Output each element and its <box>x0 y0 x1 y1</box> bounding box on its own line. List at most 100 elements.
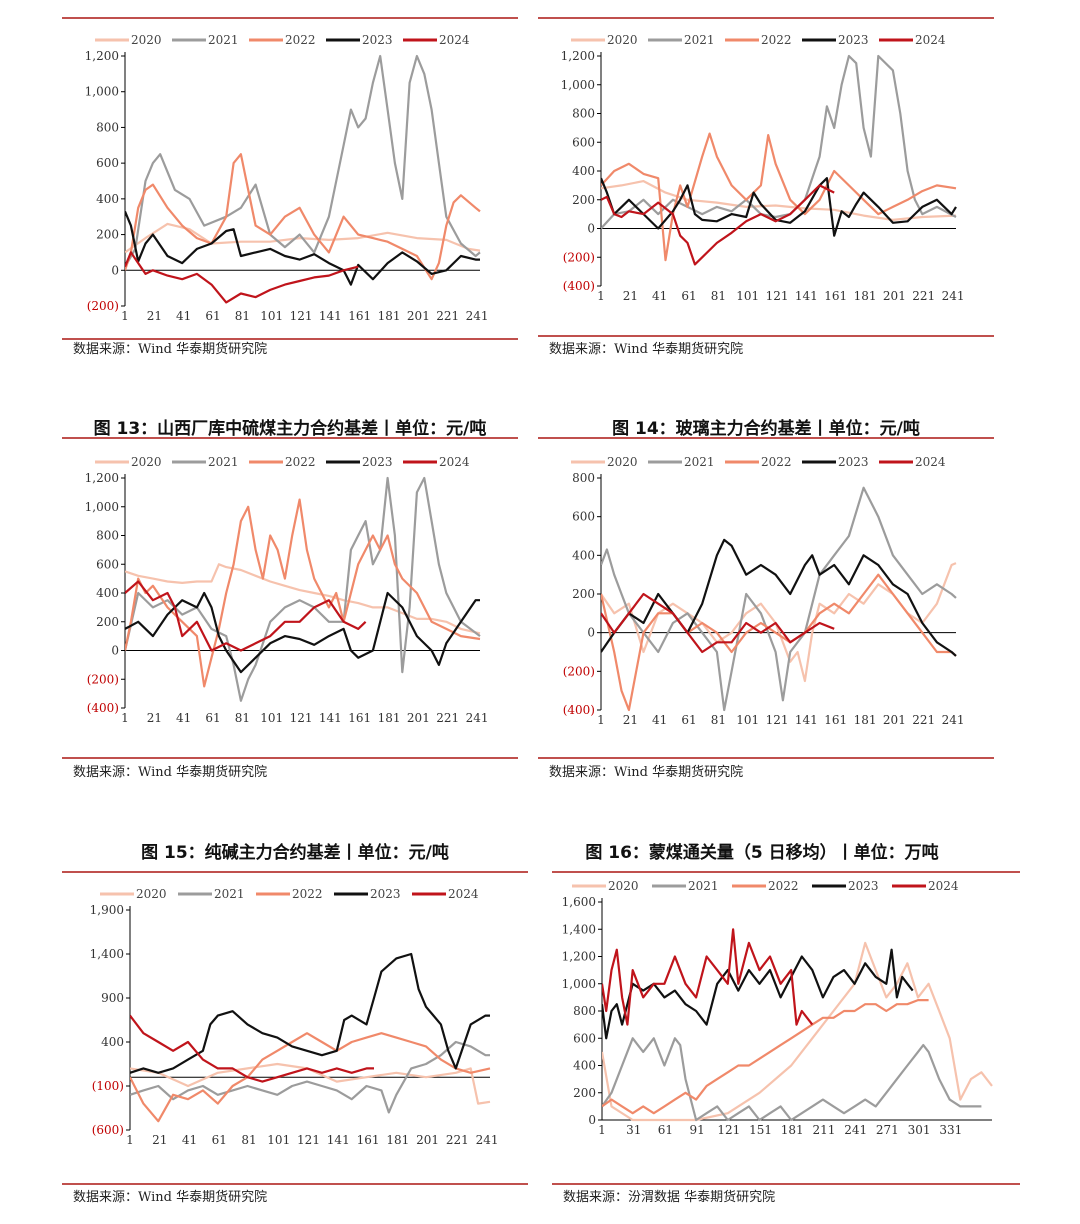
y-tick-label: (600) <box>92 1123 124 1137</box>
y-tick-label: 600 <box>572 510 595 524</box>
series-group <box>125 54 481 304</box>
chart-svg-4: 2020 2021 2022 2023 2024 800 600 400 200 0 (200) (4… <box>538 437 994 759</box>
legend-label-2024: 2024 <box>439 455 470 469</box>
x-tick-label: 241 <box>844 1123 867 1137</box>
y-tick-label: 1,000 <box>561 78 595 92</box>
legend-label-2020: 2020 <box>131 33 162 47</box>
series-line-2021 <box>601 486 957 712</box>
y-tick-label: 1,200 <box>85 49 119 63</box>
legend-label-2023: 2023 <box>370 887 401 901</box>
y-tick-label: (400) <box>87 701 119 715</box>
y-tick-label: 900 <box>101 991 124 1005</box>
y-tick-label: 0 <box>588 1113 596 1127</box>
x-tick-label: 181 <box>378 711 401 725</box>
chart-svg-1: 2020 2021 2022 2023 2024 1,200 1,000 800 600 400 2… <box>62 17 518 340</box>
y-tick-label: (400) <box>563 279 595 293</box>
y-tick-label: 1,600 <box>562 895 596 909</box>
y-tick-label: 0 <box>111 644 119 658</box>
chart-panel-2: 2020 2021 2022 2023 2024 1,200 1,000 800 600 400 2… <box>538 16 994 361</box>
x-tick-label: 141 <box>795 713 818 727</box>
y-tick-label: 1,000 <box>562 977 596 991</box>
x-tick-label: 61 <box>681 713 696 727</box>
series-line-2022 <box>130 1032 491 1123</box>
x-tick-label: 21 <box>147 309 162 323</box>
legend-label-2024: 2024 <box>439 33 470 47</box>
legend-label-2021: 2021 <box>684 455 715 469</box>
x-tick-label: 211 <box>812 1123 835 1137</box>
x-tick-label: 61 <box>205 309 220 323</box>
x-tick-label: 161 <box>824 289 847 303</box>
chart-svg-2: 2020 2021 2022 2023 2024 1,200 1,000 800 600 400 2… <box>538 17 994 337</box>
y-tick-label: 400 <box>101 1035 124 1049</box>
x-tick-label: 1 <box>121 309 129 323</box>
chart-source-6: 数据来源：汾渭数据 华泰期货研究院 <box>563 1190 776 1205</box>
legend-label-2024: 2024 <box>915 455 946 469</box>
y-tick-label: 1,900 <box>90 903 124 917</box>
legend-label-2022: 2022 <box>768 879 799 893</box>
x-tick-label: 221 <box>436 309 459 323</box>
series-line-2024 <box>602 928 814 1026</box>
x-tick-label: 31 <box>626 1123 641 1137</box>
x-tick-label: 61 <box>205 711 220 725</box>
y-tick-label: 600 <box>96 156 119 170</box>
x-tick-label: 101 <box>736 289 759 303</box>
series-line-2021 <box>125 54 481 268</box>
x-tick-label: 181 <box>854 713 877 727</box>
x-tick-label: 301 <box>908 1123 931 1137</box>
legend-label-2024: 2024 <box>928 879 959 893</box>
legend-label-2022: 2022 <box>292 887 323 901</box>
x-tick-label: 201 <box>883 713 906 727</box>
x-tick-label: 221 <box>436 711 459 725</box>
series-line-2024 <box>130 1014 374 1083</box>
legend-label-2021: 2021 <box>208 33 239 47</box>
x-tick-label: 141 <box>795 289 818 303</box>
series-group <box>130 952 491 1123</box>
x-tick-label: 161 <box>824 713 847 727</box>
x-tick-label: 241 <box>466 309 489 323</box>
legend-label-2022: 2022 <box>761 455 792 469</box>
series-line-2022 <box>125 498 481 688</box>
chart-svg-5: 2020 2021 2022 2023 2024 1,900 1,400 900 400 (100… <box>62 871 528 1185</box>
x-tick-label: 221 <box>912 289 935 303</box>
legend-label-2023: 2023 <box>362 455 393 469</box>
series-group <box>601 54 957 266</box>
x-tick-label: 41 <box>176 309 191 323</box>
legend-label-2023: 2023 <box>838 33 869 47</box>
x-tick-label: 1 <box>597 289 605 303</box>
series-line-2024 <box>601 184 835 266</box>
series-line-2023 <box>125 591 480 674</box>
legend-label-2024: 2024 <box>448 887 479 901</box>
chart-source-2: 数据来源：Wind 华泰期货研究院 <box>549 342 744 357</box>
y-tick-label: 1,400 <box>90 947 124 961</box>
x-tick-label: 141 <box>319 309 342 323</box>
y-tick-label: 800 <box>572 107 595 121</box>
y-tick-label: 600 <box>96 557 119 571</box>
y-tick-label: 600 <box>572 135 595 149</box>
x-tick-label: 61 <box>658 1123 673 1137</box>
y-tick-label: 200 <box>96 228 119 242</box>
series-line-2022 <box>602 999 929 1115</box>
legend-label-2022: 2022 <box>285 33 316 47</box>
y-tick-label: 1,200 <box>85 471 119 485</box>
series-line-2023 <box>601 177 957 237</box>
series-line-2020 <box>601 180 957 221</box>
series-line-2022 <box>601 573 957 712</box>
y-tick-label: 200 <box>96 615 119 629</box>
x-tick-label: 81 <box>235 309 250 323</box>
x-tick-label: 151 <box>749 1123 772 1137</box>
y-tick-label: 400 <box>96 192 119 206</box>
x-tick-label: 21 <box>623 713 638 727</box>
x-tick-label: 121 <box>717 1123 740 1137</box>
y-tick-label: 0 <box>111 263 119 277</box>
x-tick-label: 101 <box>260 711 283 725</box>
chart-source-5: 数据来源：Wind 华泰期货研究院 <box>73 1190 268 1205</box>
series-line-2021 <box>602 1037 982 1122</box>
x-tick-label: 61 <box>212 1133 227 1147</box>
x-tick-label: 241 <box>942 713 965 727</box>
series-line-2023 <box>130 952 490 1074</box>
y-tick-label: 400 <box>573 1059 596 1073</box>
y-tick-label: 200 <box>572 193 595 207</box>
y-tick-label: (200) <box>563 664 595 678</box>
legend-label-2020: 2020 <box>607 33 638 47</box>
y-tick-label: 1,200 <box>562 950 596 964</box>
